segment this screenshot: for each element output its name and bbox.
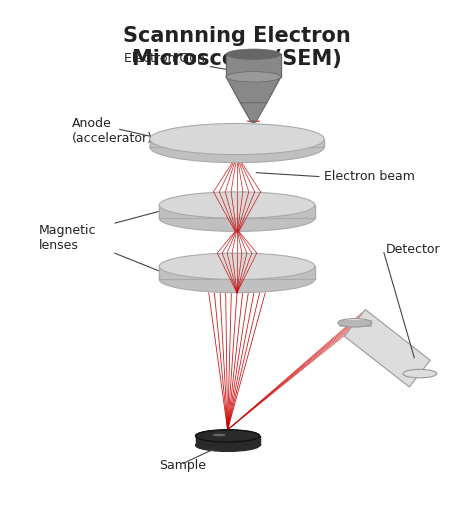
Polygon shape xyxy=(159,205,315,218)
Text: Sample: Sample xyxy=(159,459,206,472)
Text: Scannning Electron
Microscope (SEM): Scannning Electron Microscope (SEM) xyxy=(123,26,351,69)
Ellipse shape xyxy=(159,266,315,293)
Polygon shape xyxy=(240,103,267,122)
Ellipse shape xyxy=(403,370,437,378)
Polygon shape xyxy=(226,77,281,103)
Polygon shape xyxy=(150,139,324,147)
Ellipse shape xyxy=(226,72,281,82)
Ellipse shape xyxy=(226,49,281,60)
Polygon shape xyxy=(159,266,315,279)
Ellipse shape xyxy=(196,430,260,442)
Polygon shape xyxy=(196,436,260,445)
Ellipse shape xyxy=(212,434,226,436)
Ellipse shape xyxy=(150,131,324,162)
Text: Electron beam: Electron beam xyxy=(324,170,415,183)
Text: Magnetic
lenses: Magnetic lenses xyxy=(39,224,97,252)
Text: Anode
(accelerator): Anode (accelerator) xyxy=(72,117,153,145)
Polygon shape xyxy=(345,309,430,387)
Ellipse shape xyxy=(150,124,324,155)
Ellipse shape xyxy=(159,205,315,232)
Ellipse shape xyxy=(338,319,372,327)
Polygon shape xyxy=(226,54,281,77)
Text: Detector: Detector xyxy=(385,243,440,257)
Ellipse shape xyxy=(196,439,260,451)
Ellipse shape xyxy=(251,121,256,123)
Ellipse shape xyxy=(159,192,315,218)
Ellipse shape xyxy=(196,430,260,442)
Text: Electron Gun: Electron Gun xyxy=(124,52,232,70)
Ellipse shape xyxy=(159,253,315,279)
